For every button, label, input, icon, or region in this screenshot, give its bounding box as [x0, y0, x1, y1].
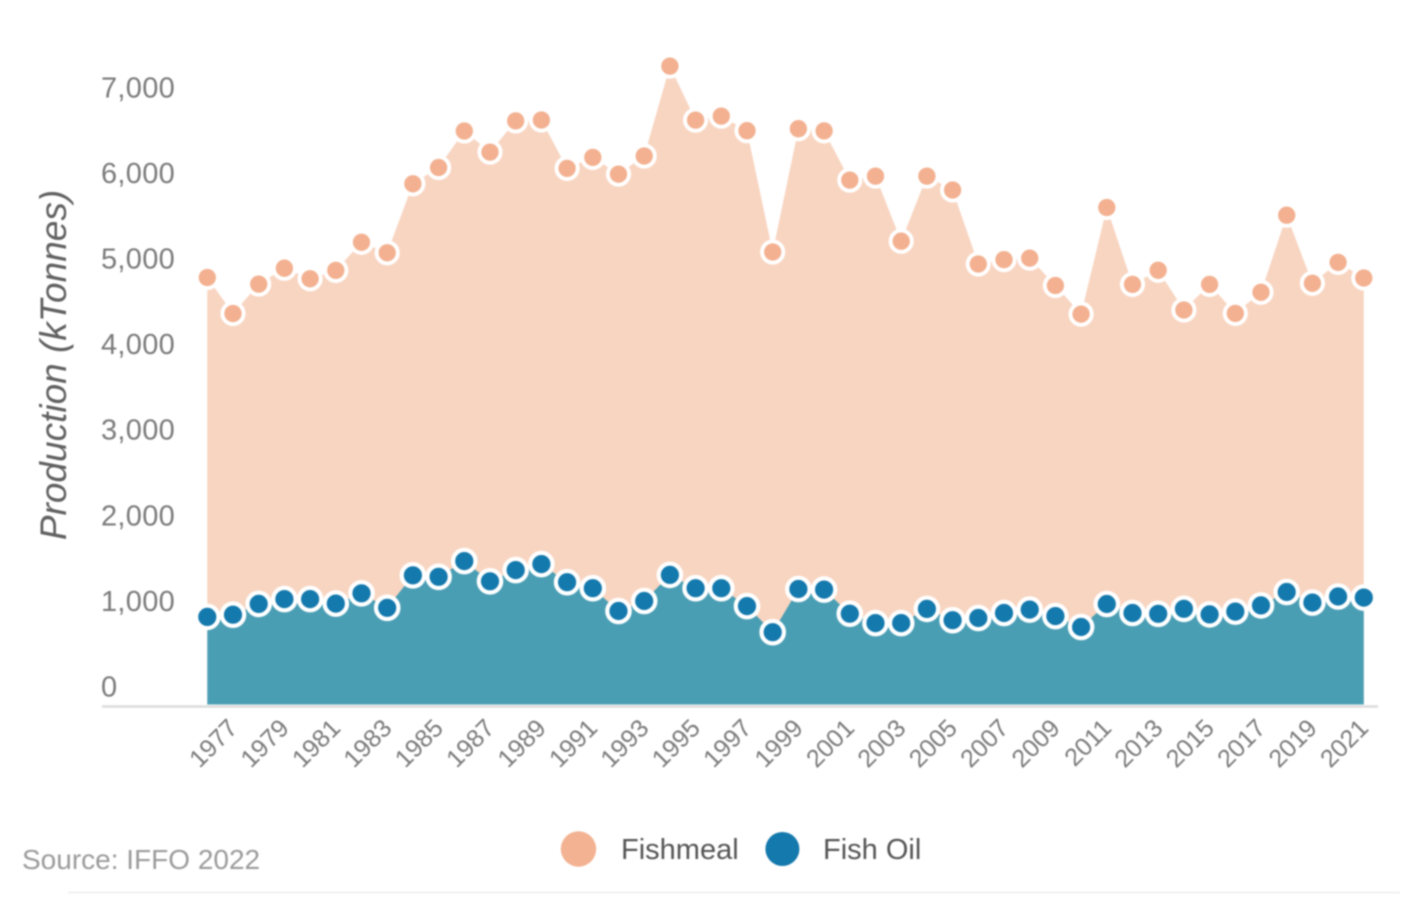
svg-text:Fishmeal: Fishmeal	[621, 834, 739, 866]
svg-text:2,000: 2,000	[101, 500, 175, 532]
svg-text:Production (kTonnes): Production (kTonnes)	[33, 190, 74, 540]
svg-text:1,000: 1,000	[101, 586, 175, 618]
svg-text:Source: IFFO 2022: Source: IFFO 2022	[22, 844, 260, 875]
svg-text:0: 0	[101, 672, 117, 704]
svg-text:Fish Oil: Fish Oil	[823, 834, 921, 866]
svg-text:5,000: 5,000	[101, 244, 175, 276]
svg-text:3,000: 3,000	[101, 415, 175, 447]
svg-text:4,000: 4,000	[101, 329, 175, 361]
svg-text:6,000: 6,000	[101, 158, 175, 190]
svg-text:7,000: 7,000	[101, 72, 175, 104]
